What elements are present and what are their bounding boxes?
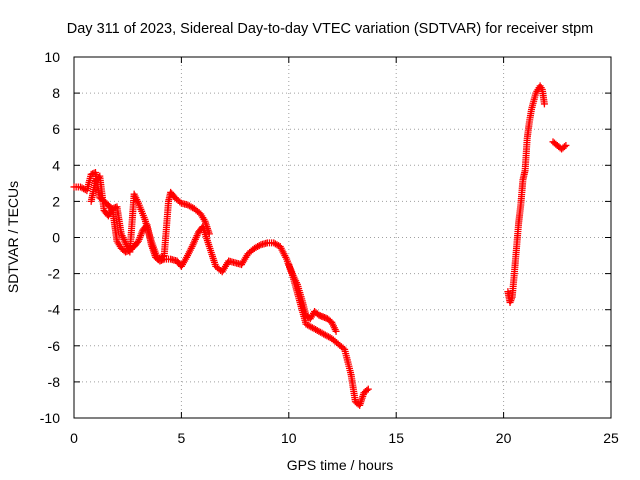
y-tick-label: -6 [48,338,61,354]
chart-title: Day 311 of 2023, Sidereal Day-to-day VTE… [67,21,594,37]
series-4 [504,82,570,306]
y-axis-label: SDTVAR / TECUs [5,181,21,293]
y-tick-label: -8 [48,374,61,390]
data-point [255,242,263,250]
x-tick-label: 20 [496,430,512,446]
y-tick-label: 2 [52,193,60,209]
axis-ticks: 0 5 10 15 20 25 -10 -8 -6 -4 -2 0 2 4 6 8 10 [40,49,619,446]
x-tick-label: 5 [178,430,186,446]
y-tick-label: -2 [48,266,61,282]
x-tick-label: 10 [281,430,297,446]
data-point [363,386,371,394]
x-axis-label: GPS time / hours [287,457,394,473]
y-tick-label: 6 [52,121,60,137]
data-point [332,327,340,335]
series-2 [87,172,213,263]
data-point [205,230,213,238]
data-point [364,385,372,393]
x-tick-label: 25 [603,430,619,446]
x-tick-label: 15 [388,430,404,446]
y-tick-label: 10 [44,49,60,65]
data-point [562,141,570,149]
y-tick-label: 4 [52,157,60,173]
x-tick-label: 0 [70,430,78,446]
y-tick-label: -4 [48,302,61,318]
y-tick-label: 0 [52,230,60,246]
data-series [70,82,570,409]
series-3 [285,261,340,335]
data-point [560,143,568,151]
y-tick-label: 8 [52,85,60,101]
y-tick-label: -10 [40,410,60,426]
data-point [540,100,548,108]
